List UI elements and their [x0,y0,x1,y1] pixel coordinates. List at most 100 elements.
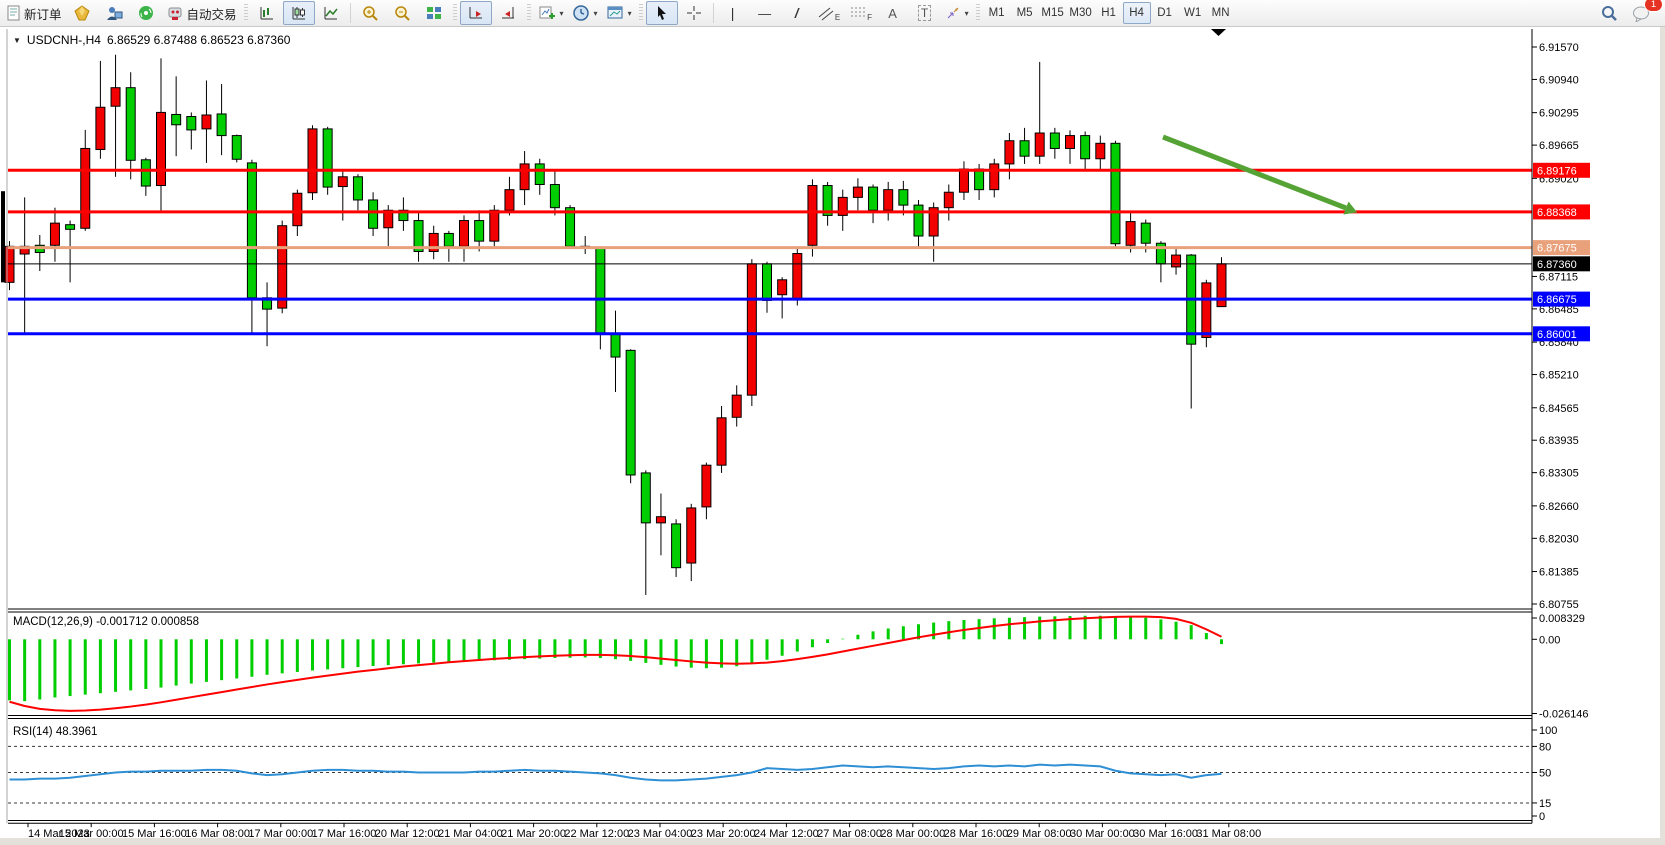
timeframe-d1[interactable]: D1 [1157,7,1172,19]
timeframe-m15[interactable]: M15 [1041,7,1064,19]
candle-down [868,186,879,211]
auto-trading-button[interactable]: 自动交易 [162,1,241,25]
candle-up [807,185,818,246]
svg-text:RSI(14) 48.3961: RSI(14) 48.3961 [13,726,97,738]
signals-button[interactable] [130,1,162,25]
candle-up [489,209,500,242]
candle-up [201,114,212,130]
svg-text:20 Mar 12:00: 20 Mar 12:00 [375,828,440,840]
candle-down [1019,140,1030,157]
svg-text:0: 0 [1539,811,1545,823]
svg-text:6.86485: 6.86485 [1539,304,1579,316]
text-label-tool[interactable]: T [909,1,941,25]
horizontal-line-tool[interactable]: — [749,1,781,25]
tile-windows-button[interactable] [418,1,450,25]
arrows-icon [947,7,958,19]
candle-up [459,220,469,247]
timeframe-m1[interactable]: M1 [988,7,1005,19]
candlestick-chart-button[interactable] [282,1,315,25]
timeframe-h4[interactable]: H4 [1122,2,1151,24]
period-button[interactable]: ▾ [568,1,602,25]
price-tag [1533,162,1590,178]
candle-down [398,209,409,222]
toolbar-grip [975,4,980,22]
candle-down [1049,132,1060,149]
candle-down [762,263,772,301]
new-order-icon [7,5,20,21]
svg-text:30 Mar 00:00: 30 Mar 00:00 [1070,828,1135,840]
channel-tag: E [834,12,841,22]
candle-down [322,128,333,188]
svg-text:6.80755: 6.80755 [1539,599,1579,611]
crosshair-button[interactable] [678,1,710,25]
cursor-button[interactable] [645,1,678,25]
candle-up [156,111,166,187]
candle-up [504,189,515,211]
timeframe-h1[interactable]: H1 [1101,7,1116,19]
svg-text:21 Mar 20:00: 21 Mar 20:00 [501,828,566,840]
candle-down [549,184,560,209]
notifications-button[interactable]: 1 [1625,0,1663,25]
svg-text:22 Mar 12:00: 22 Mar 12:00 [564,828,629,840]
svg-text:50: 50 [1539,768,1551,780]
trend-arrow-head [1343,201,1358,215]
candle-down [640,472,651,524]
candle-down [822,185,833,216]
search-button[interactable] [1593,1,1625,25]
candle-down [65,224,76,230]
vertical-line-tool[interactable]: | [717,1,749,25]
candle-up [746,263,757,396]
svg-text:6.82030: 6.82030 [1539,533,1579,545]
timeframe-m5[interactable]: M5 [1016,7,1033,19]
window-bottom-edge [0,838,1665,845]
shift-marker [1211,29,1226,36]
svg-text:6.90295: 6.90295 [1539,108,1579,120]
channel-tool[interactable]: E [813,1,845,25]
template-button[interactable]: ▾ [602,1,636,25]
candle-up [95,106,106,150]
bar-chart-icon [260,7,273,20]
candle-down [140,159,151,187]
candle-up [989,163,1000,191]
rsi-line [9,763,1222,782]
auto-scroll-button[interactable] [459,1,492,25]
candle-up [943,191,954,209]
line-chart-button[interactable] [315,1,347,25]
market-watch-button[interactable] [66,1,98,25]
candle-down [974,168,985,191]
candle-up [1065,135,1075,149]
candle-up [519,163,530,191]
trendline-tool[interactable]: / [781,1,813,25]
svg-text:6.90940: 6.90940 [1539,74,1579,86]
timeframe-mn[interactable]: MN [1211,7,1230,19]
dropdown-caret-icon: ▾ [964,8,969,18]
svg-text:80: 80 [1539,741,1551,753]
community-button[interactable] [98,1,130,25]
arrows-tool[interactable]: ▾ [941,1,973,25]
zoom-out-button[interactable] [386,1,418,25]
collapse-triangle-icon[interactable]: ▼ [13,35,21,45]
svg-text:29 Mar 08:00: 29 Mar 08:00 [1007,828,1072,840]
bar-chart-button[interactable] [251,1,283,25]
new-order-button[interactable]: 新订单 [2,1,66,25]
timeframe-w1[interactable]: W1 [1183,7,1202,19]
svg-text:6.89176: 6.89176 [1537,165,1577,177]
crosshair-icon [686,6,701,20]
gold-gem-icon [73,5,90,21]
svg-text:6.84565: 6.84565 [1539,403,1579,415]
text-tool[interactable]: A [877,1,909,25]
timeframe-m30[interactable]: M30 [1069,7,1092,19]
ohlc-values: 6.86529 6.87488 6.86523 6.87360 [106,33,291,47]
candle-up [792,253,803,300]
svg-text:23 Mar 20:00: 23 Mar 20:00 [691,828,756,840]
dropdown-caret-icon: ▾ [559,8,564,18]
fibonacci-tool[interactable]: F [845,1,877,25]
chart-shift-button[interactable] [492,1,524,25]
candle-up [928,207,939,237]
svg-text:17 Mar 16:00: 17 Mar 16:00 [312,828,377,840]
svg-text:6.88368: 6.88368 [1537,207,1577,219]
new-chart-button[interactable]: ▾ [534,1,568,25]
zoom-in-button[interactable] [354,1,386,25]
